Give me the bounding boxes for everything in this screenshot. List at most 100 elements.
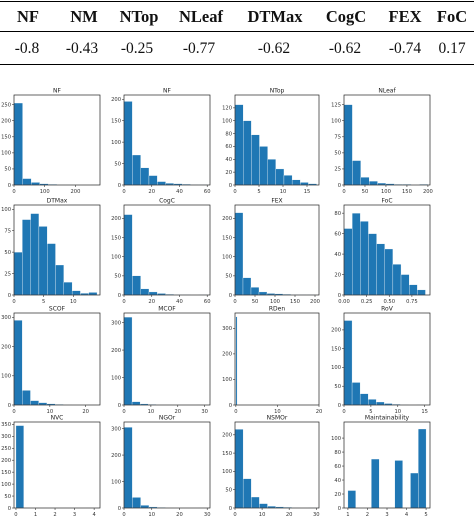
table-header-cell: FEX xyxy=(388,7,422,26)
x-tick-label: 15 xyxy=(421,409,428,415)
y-tick-label: 100 xyxy=(1,482,11,488)
histogram-bar xyxy=(251,496,260,509)
histogram-bar xyxy=(88,292,98,296)
histogram-bar xyxy=(417,289,426,296)
x-tick-label: 200 xyxy=(310,299,320,305)
histogram-bar xyxy=(409,284,418,296)
x-tick-label: 0 xyxy=(233,189,236,195)
table-header-cell: NF xyxy=(17,7,39,26)
histogram-title: FoC xyxy=(381,198,392,205)
table-bottom-rule xyxy=(0,64,474,65)
histogram-bar xyxy=(251,134,260,186)
y-tick-label: 20 xyxy=(334,492,341,498)
histogram-title: DTMax xyxy=(47,198,68,205)
y-tick-label: 0 xyxy=(118,183,121,189)
histogram-bar xyxy=(31,182,40,186)
y-tick-label: 100 xyxy=(222,469,232,475)
histogram-bar xyxy=(258,291,268,296)
histogram-fex: 0 50 100 150 200 0 50 100 150 200 FEX xyxy=(222,198,320,306)
x-tick-label: 10 xyxy=(394,409,401,415)
table-value-cell: -0.62 xyxy=(328,40,362,57)
y-tick-label: 0 xyxy=(8,403,11,409)
y-tick-label: 100 xyxy=(1,374,11,380)
histogram-bar xyxy=(343,104,353,186)
x-tick-label: 15 xyxy=(304,189,311,195)
y-tick-label: 20 xyxy=(225,170,232,176)
y-tick-label: 60 xyxy=(334,464,341,470)
y-tick-label: 100 xyxy=(111,255,121,261)
histogram-bar xyxy=(343,320,353,406)
histogram-bar xyxy=(351,213,361,296)
y-tick-label: 125 xyxy=(331,102,341,108)
y-tick-label: 0 xyxy=(8,183,11,189)
x-tick-label: 0 xyxy=(234,409,237,415)
histogram-title: MCOF xyxy=(158,306,176,313)
histogram-bar xyxy=(22,178,32,186)
histogram-bar xyxy=(38,402,48,406)
histogram-svg: 0 20 40 60 0 50 100 150 200 CogC xyxy=(111,198,211,306)
y-tick-label: 40 xyxy=(225,157,232,163)
histogram-title: FEX xyxy=(271,198,282,205)
histogram-title: NVC xyxy=(51,415,64,422)
histogram-bar xyxy=(140,505,150,509)
x-tick-label: 30 xyxy=(313,512,320,518)
y-tick-label: 100 xyxy=(222,377,232,383)
histogram-nsmor: 0 10 20 30 0 50 100 150 200 NSMOr xyxy=(222,415,320,519)
y-tick-label: 0 xyxy=(118,403,121,409)
histogram-svg: 0 10 20 30 0 50 100 150 200 NSMOr xyxy=(222,415,320,519)
y-tick-label: 50 xyxy=(114,161,121,167)
histogram-bar xyxy=(13,320,23,406)
histogram-bar xyxy=(394,460,403,509)
histogram-bar xyxy=(275,168,285,186)
histogram-svg: 0 50 100 150 200 0 25 50 75 100 125 NLeaf xyxy=(331,88,433,196)
histogram-title: RDen xyxy=(269,306,285,313)
x-tick-label: 20 xyxy=(148,299,155,305)
x-tick-label: 150 xyxy=(402,189,412,195)
histogram-bar xyxy=(235,316,238,406)
y-tick-label: 0 xyxy=(8,506,11,512)
x-tick-label: 0 xyxy=(233,299,236,305)
axes-frame xyxy=(343,204,431,296)
table-value-cell: -0.74 xyxy=(388,40,422,57)
axes-frame xyxy=(123,204,211,296)
axes-frame xyxy=(13,94,101,186)
y-tick-label: 75 xyxy=(334,135,341,141)
x-tick-label: 60 xyxy=(204,189,211,195)
axes-frame xyxy=(13,204,101,296)
histogram-bar xyxy=(418,428,427,509)
y-tick-label: 100 xyxy=(222,255,232,261)
histogram-dtmax: 0 5 10 0 25 50 75 100 DTMax xyxy=(1,198,101,305)
table-value-cell: -0.8 xyxy=(14,40,40,57)
x-tick-label: 10 xyxy=(47,409,54,415)
x-tick-label: 40 xyxy=(176,299,183,305)
y-tick-label: 50 xyxy=(114,274,121,280)
axes-frame xyxy=(13,421,101,509)
histogram-bar xyxy=(131,401,141,406)
x-tick-label: 150 xyxy=(290,299,300,305)
histogram-bar xyxy=(384,248,394,296)
y-tick-label: 50 xyxy=(334,384,341,390)
histogram-bar xyxy=(368,399,377,406)
x-tick-label: 20 xyxy=(176,512,183,518)
histogram-bar xyxy=(267,159,276,186)
x-tick-label: 20 xyxy=(82,409,89,415)
histogram-svg: 1 2 3 4 5 0 20 40 60 80 100 Maintainability xyxy=(331,415,431,518)
y-tick-label: 200 xyxy=(111,453,121,459)
histogram-bar xyxy=(47,243,56,296)
histogram-bar xyxy=(38,226,48,296)
histogram-title: SCOF xyxy=(49,306,66,313)
histogram-bar xyxy=(30,213,40,296)
histogram-cogc: 0 20 40 60 0 50 100 150 200 CogC xyxy=(111,198,211,306)
y-tick-label: 350 xyxy=(1,422,11,428)
x-tick-label: 0 xyxy=(12,409,15,415)
histogram-bar xyxy=(123,316,133,406)
histogram-title: RoV xyxy=(381,306,394,313)
x-tick-label: 5 xyxy=(42,299,45,305)
y-tick-label: 200 xyxy=(331,328,341,334)
x-tick-label: 100 xyxy=(270,299,280,305)
histogram-rden: 0 10 20 0 100 200 300 RDen xyxy=(222,306,322,416)
table-value-cell: -0.43 xyxy=(65,40,99,57)
x-tick-label: 0.50 xyxy=(383,299,395,305)
table-top-rule xyxy=(0,1,474,2)
